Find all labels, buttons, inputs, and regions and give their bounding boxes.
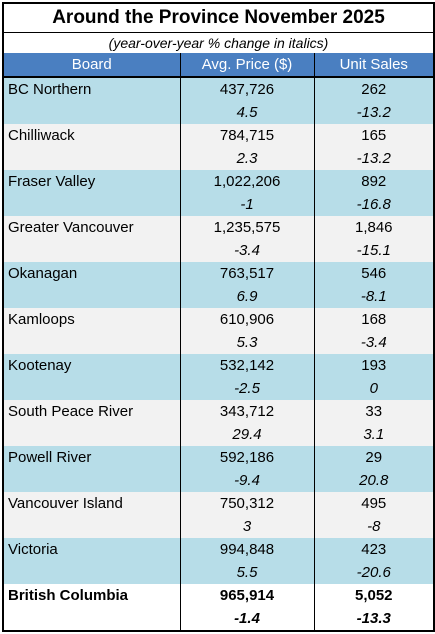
change-row: 2.3 -13.2 <box>4 147 434 170</box>
sales-cell: 423 <box>314 538 434 561</box>
change-row: -2.5 0 <box>4 377 434 400</box>
sales-change-cell: 3.1 <box>314 423 434 446</box>
price-cell: 994,848 <box>180 538 315 561</box>
header-cell: Avg. Price ($) <box>180 53 315 78</box>
price-change-cell: 3 <box>180 515 315 538</box>
table-body: Around the Province November 2025 (year-… <box>4 4 434 630</box>
change-row: -9.4 20.8 <box>4 469 434 492</box>
title: Around the Province November 2025 <box>4 4 434 33</box>
board-cell: BC Northern <box>4 77 181 124</box>
board-cell: South Peace River <box>4 400 181 446</box>
change-row: 29.4 3.1 <box>4 423 434 446</box>
board-row: Vancouver Island 750,312 495 <box>4 492 434 538</box>
board-row: Chilliwack 784,715 165 <box>4 124 434 170</box>
board-row: Kootenay 532,142 193 <box>4 354 434 400</box>
price-cell: 343,712 <box>180 400 315 423</box>
sales-cell: 262 <box>314 77 434 101</box>
price-cell: 532,142 <box>180 354 315 377</box>
board-row: Powell River 592,186 29 <box>4 446 434 492</box>
board-cell: Greater Vancouver <box>4 216 181 262</box>
price-change-cell: 5.3 <box>180 331 315 354</box>
sales-cell: 546 <box>314 262 434 285</box>
sales-change-cell: -13.3 <box>314 607 434 630</box>
price-change-cell: -1 <box>180 193 315 216</box>
sales-change-cell: -3.4 <box>314 331 434 354</box>
price-cell: 763,517 <box>180 262 315 285</box>
sales-change-cell: -15.1 <box>314 239 434 262</box>
board-cell: Powell River <box>4 446 181 492</box>
board-cell: Victoria <box>4 538 181 584</box>
change-row: 3 -8 <box>4 515 434 538</box>
board-cell: Vancouver Island <box>4 492 181 538</box>
change-row: -3.4 -15.1 <box>4 239 434 262</box>
sales-change-cell: -13.2 <box>314 147 434 170</box>
board-cell: Kootenay <box>4 354 181 400</box>
change-row: 4.5 -13.2 <box>4 101 434 124</box>
header-cell: Board <box>4 53 181 78</box>
board-row: Kamloops 610,906 168 <box>4 308 434 354</box>
board-row: British Columbia 965,914 5,052 <box>4 584 434 630</box>
price-cell: 437,726 <box>180 77 315 101</box>
price-cell: 1,022,206 <box>180 170 315 193</box>
price-change-cell: -2.5 <box>180 377 315 400</box>
sales-cell: 892 <box>314 170 434 193</box>
change-row: 5.3 -3.4 <box>4 331 434 354</box>
sales-change-cell: -16.8 <box>314 193 434 216</box>
board-row: Okanagan 763,517 546 <box>4 262 434 308</box>
price-change-cell: -3.4 <box>180 239 315 262</box>
province-table: Around the Province November 2025 (year-… <box>4 4 434 630</box>
price-cell: 784,715 <box>180 124 315 147</box>
board-row: Fraser Valley 1,022,206 892 <box>4 170 434 216</box>
price-cell: 750,312 <box>180 492 315 515</box>
price-change-cell: 4.5 <box>180 101 315 124</box>
price-change-cell: 2.3 <box>180 147 315 170</box>
price-cell: 592,186 <box>180 446 315 469</box>
board-cell: British Columbia <box>4 584 181 630</box>
sales-change-cell: 20.8 <box>314 469 434 492</box>
sales-change-cell: -13.2 <box>314 101 434 124</box>
change-row: -1 -16.8 <box>4 193 434 216</box>
header-cell: Unit Sales <box>314 53 434 78</box>
sales-cell: 495 <box>314 492 434 515</box>
price-change-cell: -9.4 <box>180 469 315 492</box>
price-change-cell: 29.4 <box>180 423 315 446</box>
board-row: BC Northern 437,726 262 <box>4 77 434 124</box>
header-row: Board Avg. Price ($) Unit Sales <box>4 53 434 78</box>
price-change-cell: 5.5 <box>180 561 315 584</box>
sales-cell: 165 <box>314 124 434 147</box>
sales-cell: 29 <box>314 446 434 469</box>
subtitle: (year-over-year % change in italics) <box>108 35 329 51</box>
sales-cell: 5,052 <box>314 584 434 607</box>
change-row: 5.5 -20.6 <box>4 561 434 584</box>
board-row: South Peace River 343,712 33 <box>4 400 434 446</box>
sales-cell: 33 <box>314 400 434 423</box>
sales-change-cell: -8 <box>314 515 434 538</box>
sales-change-cell: -20.6 <box>314 561 434 584</box>
sales-change-cell: 0 <box>314 377 434 400</box>
sales-cell: 1,846 <box>314 216 434 239</box>
board-cell: Fraser Valley <box>4 170 181 216</box>
change-row: 6.9 -8.1 <box>4 285 434 308</box>
price-cell: 1,235,575 <box>180 216 315 239</box>
change-row: -1.4 -13.3 <box>4 607 434 630</box>
board-cell: Kamloops <box>4 308 181 354</box>
board-row: Greater Vancouver 1,235,575 1,846 <box>4 216 434 262</box>
board-row: Victoria 994,848 423 <box>4 538 434 584</box>
sales-cell: 168 <box>314 308 434 331</box>
price-change-cell: 6.9 <box>180 285 315 308</box>
price-cell: 610,906 <box>180 308 315 331</box>
price-cell: 965,914 <box>180 584 315 607</box>
price-change-cell: -1.4 <box>180 607 315 630</box>
sales-cell: 193 <box>314 354 434 377</box>
board-cell: Chilliwack <box>4 124 181 170</box>
board-cell: Okanagan <box>4 262 181 308</box>
sales-change-cell: -8.1 <box>314 285 434 308</box>
